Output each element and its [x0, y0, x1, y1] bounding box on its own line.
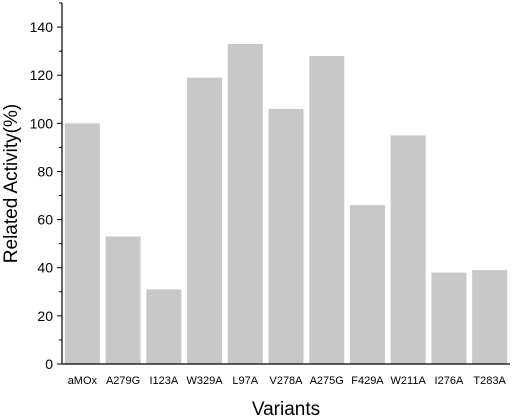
y-tick-label: 100: [30, 115, 54, 131]
bars-group: [64, 43, 508, 365]
bar-l97a: [227, 43, 263, 364]
y-tick-label: 140: [30, 19, 54, 35]
y-tick-label: 60: [37, 212, 53, 228]
y-axis-ticks: 0 20 40 60 80 100 120 140: [30, 2, 62, 372]
bar-a279g: [105, 236, 141, 364]
x-tick-label: A279G: [106, 375, 140, 387]
x-tick-label: F429A: [351, 375, 384, 387]
x-axis-title: Variants: [252, 399, 320, 419]
y-tick-label: 0: [45, 356, 53, 372]
bar-w211a: [390, 135, 426, 364]
bar-amox: [64, 123, 100, 364]
y-tick-label: 80: [37, 163, 53, 179]
x-tick-label: T283A: [473, 375, 506, 387]
bar-w329a: [187, 77, 223, 365]
bar-f429a: [349, 205, 385, 364]
bar-v278a: [268, 108, 304, 364]
x-tick-label: W211A: [391, 375, 427, 387]
bar-i276a: [431, 272, 467, 364]
x-tick-label: A275G: [310, 375, 344, 387]
x-axis-tick-labels: aMOx A279G I123A W329A L97A V278A A275G F429A W2…: [68, 375, 507, 387]
y-axis-title: Related Activity(%): [1, 104, 22, 263]
x-tick-label: I276A: [435, 375, 464, 387]
y-tick-label: 40: [37, 260, 53, 276]
x-tick-label: L97A: [232, 375, 258, 387]
bar-a275g: [309, 55, 345, 364]
x-tick-label: aMOx: [68, 375, 98, 387]
y-tick-label: 20: [37, 308, 53, 324]
x-tick-label: V278A: [269, 375, 303, 387]
bar-t283a: [472, 270, 508, 364]
bar-i123a: [146, 289, 182, 364]
x-tick-label: I123A: [149, 375, 178, 387]
y-tick-label: 120: [30, 67, 54, 83]
x-tick-label: W329A: [187, 375, 224, 387]
